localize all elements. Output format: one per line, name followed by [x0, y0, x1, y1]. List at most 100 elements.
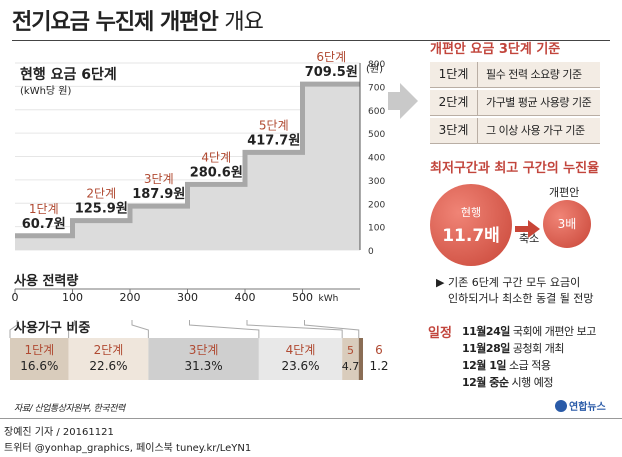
share-percent-label: 22.6%: [89, 359, 127, 373]
page-title: 전기요금 누진제 개편안 개요: [12, 4, 264, 36]
title-light: 개요: [224, 10, 263, 35]
current-multiplier-circle: 현행 11.7배: [430, 184, 512, 266]
schedule-date: 12월 1일: [462, 359, 507, 372]
reform-row-desc: 필수 전력 소요량 기준: [486, 68, 582, 81]
logo: 연합뉴스: [555, 398, 606, 413]
logo-icon: [555, 400, 567, 412]
schedule-date: 11월28일: [462, 342, 510, 355]
chart-title: 현행 요금 6단계: [20, 67, 117, 83]
tier-price-label: 60.7원: [22, 217, 66, 232]
tier-name-label: 1단계: [29, 202, 59, 216]
footer-divider: [0, 418, 622, 419]
share-segment: [342, 338, 359, 380]
title-divider: [12, 40, 610, 41]
reform-row-2: 2단계 가구별 평균 사용량 기준: [430, 90, 600, 116]
reduce-label: 축소: [519, 232, 540, 245]
y-tick-label: 700: [368, 83, 385, 93]
y-tick-label: 0: [368, 247, 374, 257]
tier-price-label: 125.9원: [75, 202, 128, 217]
share-connector: [131, 320, 149, 338]
panel-arrow: [388, 83, 418, 119]
tier-name-label: 5단계: [259, 118, 289, 132]
tier-name-label: 6단계: [316, 50, 346, 64]
y-tick-label: 800: [368, 60, 385, 70]
share-percent-label: 4.7: [342, 360, 360, 373]
step-line: [15, 81, 360, 239]
share-title: 사용가구 비중: [14, 321, 91, 336]
schedule-label: 일정: [428, 326, 452, 341]
x-tick-label: 300: [177, 291, 198, 304]
reform-row-3: 3단계 그 이상 사용 가구 기준: [430, 118, 600, 144]
logo-text: 연합뉴스: [569, 402, 606, 413]
x-axis-unit: kWh: [319, 294, 339, 304]
schedule-item: 11월28일 공청회 개최: [462, 340, 564, 356]
schedule-text: 국회에 개편안 보고: [512, 325, 596, 338]
reduce-arrow: [515, 220, 540, 238]
tier-name-label: 3단계: [144, 172, 174, 186]
title-bold: 전기요금 누진제 개편안: [12, 10, 219, 35]
reform-value: 3배: [557, 217, 577, 231]
share-connector: [9, 320, 18, 338]
current-value: 11.7배: [442, 226, 500, 246]
y-tick-label: 400: [368, 154, 385, 164]
schedule-date: 12월 중순: [462, 376, 509, 389]
x-tick-label: 500: [292, 291, 313, 304]
source-note: 자료/ 산업통상자원부, 한국전력: [14, 404, 125, 414]
share-segment: [258, 338, 343, 380]
schedule-date: 11월24일: [462, 325, 510, 338]
schedule-item: 12월 중순 시행 예정: [462, 374, 553, 390]
tier-price-label: 709.5원: [305, 65, 358, 80]
share-percent-label: 16.6%: [20, 359, 58, 373]
y-tick-label: 300: [368, 177, 385, 187]
current-label: 현행: [460, 206, 482, 219]
share-percent-label: 23.6%: [281, 359, 319, 373]
credit-line-1: 장예진 기자 / 20161121: [4, 427, 114, 438]
share-connector: [68, 320, 75, 338]
share-segment: [148, 338, 259, 380]
chart-subtitle: (kWh당 원): [20, 86, 72, 97]
share-percent-label: 1.2: [369, 359, 388, 373]
tier-price-label: 417.7원: [247, 133, 300, 148]
share-name-label: 4단계: [286, 343, 316, 357]
reform-row-num: 2단계: [430, 90, 478, 115]
reform-row-num: 1단계: [430, 62, 478, 87]
reform-multiplier-circle: 3배: [543, 200, 591, 248]
share-connector: [304, 320, 360, 338]
share-connector: [246, 320, 343, 338]
x-tick-label: 200: [120, 291, 141, 304]
reform-row-1: 1단계 필수 전력 소요량 기준: [430, 62, 600, 88]
share-name-label: 5: [347, 344, 354, 357]
x-tick-label: 0: [12, 291, 19, 304]
tier-name-label: 2단계: [86, 187, 116, 201]
schedule-text: 공청회 개최: [512, 342, 565, 355]
share-connector: [189, 320, 260, 338]
x-tick-label: 400: [235, 291, 256, 304]
share-percent-label: 31.3%: [185, 359, 223, 373]
tier-price-label: 280.6원: [190, 165, 243, 180]
share-segment: [10, 338, 69, 380]
note-line-1: ▶ 기존 6단계 구간 모두 요금이: [436, 276, 581, 289]
reform-panel-title: 개편안 요금 3단계 기준: [430, 42, 561, 57]
schedule-item: 12월 1일 소급 적용: [462, 357, 551, 373]
schedule-text: 시행 예정: [511, 376, 554, 389]
share-segment: [358, 338, 363, 380]
share-name-label: 2단계: [94, 343, 124, 357]
share-name-label: 1단계: [24, 343, 54, 357]
share-segment: [68, 338, 149, 380]
y-tick-label: 200: [368, 200, 385, 210]
note-line-2: 인하되거나 최소한 동결 될 전망: [448, 292, 594, 305]
step-area: [15, 84, 360, 250]
reform-row-desc: 가구별 평균 사용량 기준: [486, 96, 592, 109]
multiplier-title: 최저구간과 최고 구간의 누진율: [430, 161, 600, 176]
share-name-label: 3단계: [189, 343, 219, 357]
reform-row-num: 3단계: [430, 118, 478, 143]
share-name-label: 6: [375, 343, 383, 357]
tier-price-label: 187.9원: [132, 187, 185, 202]
x-axis-title: 사용 전력량: [14, 274, 79, 289]
schedule-item: 11월24일 국회에 개편안 보고: [462, 323, 596, 339]
credit-line-2: 트위터 @yonhap_graphics, 페이스북 tuney.kr/LeYN…: [4, 443, 252, 454]
y-tick-label: 100: [368, 224, 385, 234]
y-tick-label: 500: [368, 130, 385, 140]
reform-row-desc: 그 이상 사용 가구 기준: [486, 124, 585, 137]
